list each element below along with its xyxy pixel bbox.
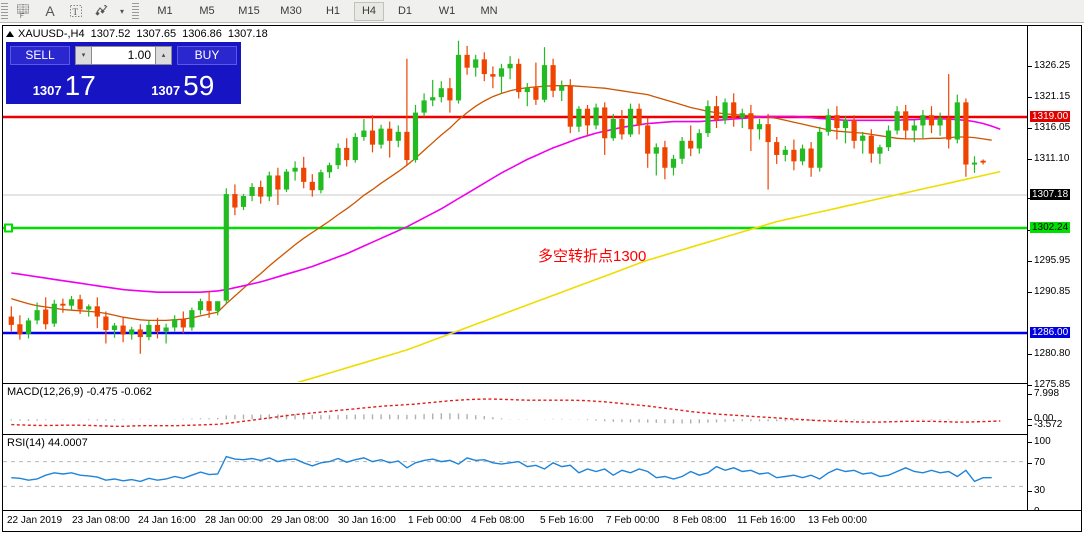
time-tick-label: 28 Jan 00:00: [205, 515, 263, 526]
time-tick-label: 24 Jan 16:00: [138, 515, 196, 526]
timeframe-m1-label: M1: [157, 5, 173, 17]
buy-price-big-figure: 1307: [151, 83, 181, 98]
symbol-info-bar: XAUUSD-,H4 1307.52 1307.65 1306.86 1307.…: [6, 27, 274, 40]
text-a-glyph: A: [45, 3, 55, 19]
chevron-down-icon: ▾: [81, 52, 86, 59]
time-tick-label: 30 Jan 16:00: [338, 515, 396, 526]
horizontal-scrollbar[interactable]: [2, 532, 1082, 534]
volume-input[interactable]: 1.00: [92, 45, 155, 65]
time-tick-label: 29 Jan 08:00: [271, 515, 329, 526]
timeframe-h4-label: H4: [361, 5, 377, 17]
time-tick-label: 23 Jan 08:00: [72, 515, 130, 526]
turning-point-note: 多空转折点1300: [538, 248, 647, 265]
symbol-open: 1307.52: [90, 27, 131, 40]
price-axis[interactable]: 1326.251321.151316.051311.101306.001301.…: [1027, 26, 1081, 517]
crosshair-f-icon[interactable]: F: [11, 1, 37, 22]
timeframe-d1[interactable]: D1: [384, 2, 426, 21]
order-controls-row: SELL ▾ 1.00 ▴ BUY: [6, 42, 241, 65]
timeframe-h4[interactable]: H4: [354, 1, 384, 21]
timeframe-m15[interactable]: M15: [228, 2, 270, 21]
time-tick-label: 1 Feb 00:00: [408, 515, 462, 526]
resistance-price-tag[interactable]: 1319.00: [1030, 111, 1071, 122]
price-pane[interactable]: 多空转折点1300: [3, 26, 1027, 382]
time-tick-label: 4 Feb 08:00: [471, 515, 525, 526]
timeframe-h1[interactable]: H1: [312, 2, 354, 21]
lower-level-tag[interactable]: 1286.00: [1030, 327, 1071, 338]
rsi-label: RSI(14) 44.0007: [7, 437, 88, 449]
one-click-trading-panel[interactable]: SELL ▾ 1.00 ▴ BUY: [6, 42, 241, 104]
buy-price[interactable]: 1307 59: [122, 66, 242, 102]
chevron-up-icon: ▴: [161, 52, 166, 59]
svg-text:T: T: [73, 7, 79, 17]
timeframe-d1-label: D1: [397, 5, 413, 17]
last-price-tag[interactable]: 1307.18: [1030, 189, 1071, 200]
timeframe-m30[interactable]: M30: [270, 2, 312, 21]
macd-plot: [10, 398, 1001, 427]
volume-increase-button[interactable]: ▴: [155, 45, 172, 65]
sell-price[interactable]: 1307 17: [6, 66, 123, 102]
macd-label: MACD(12,26,9) -0.475 -0.062: [7, 386, 152, 398]
timeframe-h1-label: H1: [325, 5, 341, 17]
collapse-triangle-icon[interactable]: [6, 30, 14, 37]
rsi-plot: [3, 455, 1027, 487]
buy-button[interactable]: BUY: [177, 45, 237, 65]
sell-button[interactable]: SELL: [10, 45, 70, 65]
symbol-name: XAUUSD-,H4: [18, 27, 85, 40]
objects-dropdown-glyph: ▾: [119, 6, 124, 16]
price-quotes-row: 1307 17 1307 59: [6, 66, 241, 102]
sell-price-pips: 17: [64, 70, 96, 101]
sell-price-big-figure: 1307: [32, 83, 62, 98]
sell-button-label: SELL: [25, 48, 55, 62]
time-tick-label: 22 Jan 2019: [7, 515, 63, 526]
time-tick-label: 5 Feb 16:00: [540, 515, 594, 526]
timeframe-m5[interactable]: M5: [186, 2, 228, 21]
timeframe-w1[interactable]: W1: [426, 2, 468, 21]
rsi-pane[interactable]: RSI(14) 44.0007: [3, 434, 1027, 510]
volume-value: 1.00: [127, 48, 151, 62]
objects-dropdown-icon[interactable]: ▾: [115, 1, 129, 22]
toolbar-separator: [132, 2, 139, 20]
timeframe-mn-label: MN: [480, 5, 498, 17]
timeframe-m1[interactable]: M1: [144, 2, 186, 21]
chart-frame: XAUUSD-,H4 1307.52 1307.65 1306.86 1307.…: [2, 25, 1082, 532]
support-price-tag[interactable]: 1302.24: [1030, 222, 1071, 233]
time-tick-label: 7 Feb 00:00: [606, 515, 660, 526]
timeframe-m30-label: M30: [280, 5, 302, 17]
symbol-low: 1306.86: [182, 27, 222, 40]
toolbar-grip[interactable]: [1, 2, 8, 20]
svg-text:F: F: [20, 14, 24, 19]
time-tick-label: 8 Feb 08:00: [673, 515, 727, 526]
symbol-high: 1307.65: [136, 27, 177, 40]
main-toolbar: F A T ▾ M1 M5 M15 M30 H1: [0, 0, 1084, 23]
timeframe-w1-label: W1: [438, 5, 456, 17]
buy-price-pips: 59: [183, 70, 215, 101]
volume-decrease-button[interactable]: ▾: [75, 45, 92, 65]
text-label-icon[interactable]: T: [63, 1, 89, 22]
text-a-icon[interactable]: A: [37, 1, 63, 22]
macd-pane[interactable]: MACD(12,26,9) -0.475 -0.062: [3, 383, 1027, 433]
volume-stepper[interactable]: ▾ 1.00 ▴: [75, 45, 172, 65]
time-tick-label: 13 Feb 00:00: [808, 515, 867, 526]
time-tick-label: 11 Feb 16:00: [737, 515, 796, 526]
symbol-close: 1307.18: [227, 27, 268, 40]
timeframe-m15-label: M15: [238, 5, 260, 17]
time-axis[interactable]: 22 Jan 2019 23 Jan 08:00 24 Jan 16:00 28 Ja…: [3, 510, 1081, 531]
buy-button-label: BUY: [194, 48, 220, 62]
timeframe-mn[interactable]: MN: [468, 2, 510, 21]
objects-icon[interactable]: [89, 1, 115, 22]
price-plot: [3, 40, 1027, 382]
timeframe-m5-label: M5: [199, 5, 215, 17]
